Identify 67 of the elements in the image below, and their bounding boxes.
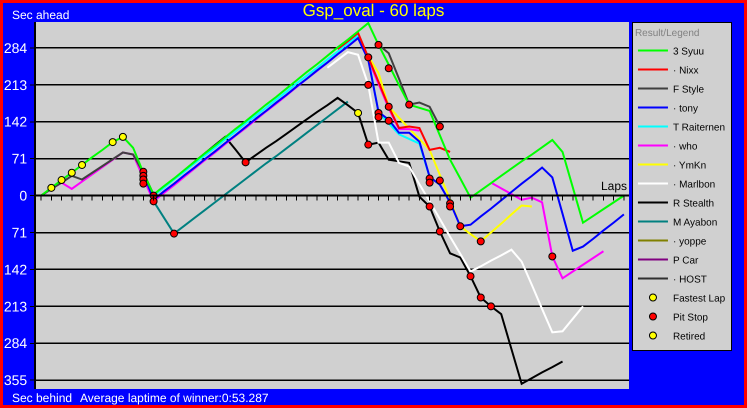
text: Sec ahead — [12, 8, 70, 22]
point — [150, 197, 158, 206]
legend-label: · YmKn — [672, 160, 706, 172]
y-tick-label: 213 — [4, 76, 28, 93]
point — [436, 176, 444, 185]
y-tick-label: 0 — [19, 188, 28, 204]
legend-label: R Stealth — [672, 198, 714, 210]
legend-label: T Raiternen — [672, 122, 726, 134]
legend-label: · HOST — [672, 274, 707, 286]
legend-label: P Car — [672, 255, 700, 266]
y-tick-label: 71 — [12, 150, 28, 167]
legend-label: · tony — [672, 103, 698, 114]
legend-label: Fastest Lap — [672, 293, 726, 304]
point — [486, 302, 495, 310]
line-series — [326, 51, 584, 334]
y-tick-label: 71 — [12, 224, 28, 240]
legend-label: 3 Syuu — [672, 46, 704, 58]
point — [170, 230, 178, 238]
point — [354, 108, 362, 117]
point — [108, 138, 117, 146]
point — [426, 202, 434, 211]
legend-label: Retired — [672, 331, 706, 342]
y-tick-label: 284 — [4, 40, 28, 56]
point — [476, 294, 485, 302]
point — [476, 237, 485, 246]
point — [456, 222, 464, 230]
legend-label: M Ayabon — [672, 217, 718, 228]
point — [384, 64, 393, 72]
point — [364, 80, 372, 89]
legend-label: · yoppe — [672, 236, 707, 248]
text: Sec behind — [12, 391, 72, 405]
point — [118, 132, 127, 141]
point — [436, 227, 444, 236]
line-series — [336, 32, 452, 153]
point — [436, 122, 444, 130]
point — [78, 160, 86, 169]
chart-title: Gsp_oval - 60 laps — [302, 0, 444, 20]
point — [446, 202, 454, 211]
point — [405, 100, 414, 109]
legend-label: · Nixx — [672, 65, 699, 76]
point — [466, 272, 475, 280]
legend-label: · Marlbon — [672, 179, 716, 190]
legend-label: · who — [672, 141, 698, 152]
point — [242, 158, 250, 166]
point — [139, 180, 148, 188]
point — [384, 102, 393, 111]
y-tick-label: 355 — [4, 372, 28, 388]
legend-title: Result/Legend — [634, 28, 700, 39]
text: Average laptime of winner:0:53.287 — [80, 391, 269, 405]
point — [364, 53, 372, 62]
y-tick-label: 142 — [4, 261, 28, 278]
point — [47, 184, 56, 192]
point — [364, 140, 372, 149]
point — [548, 252, 556, 260]
legend-label: F Style — [672, 84, 705, 96]
point — [374, 40, 383, 49]
x-axis-title: Laps — [601, 179, 628, 193]
point — [384, 116, 393, 125]
y-tick-label: 213 — [4, 298, 28, 314]
legend-label: Pit Stop — [672, 312, 708, 324]
point — [374, 113, 383, 122]
y-tick-label: 284 — [4, 335, 28, 352]
y-tick-label: 142 — [4, 114, 28, 130]
line-series — [40, 22, 625, 224]
point — [58, 176, 66, 184]
point — [426, 178, 434, 187]
point — [68, 168, 76, 177]
